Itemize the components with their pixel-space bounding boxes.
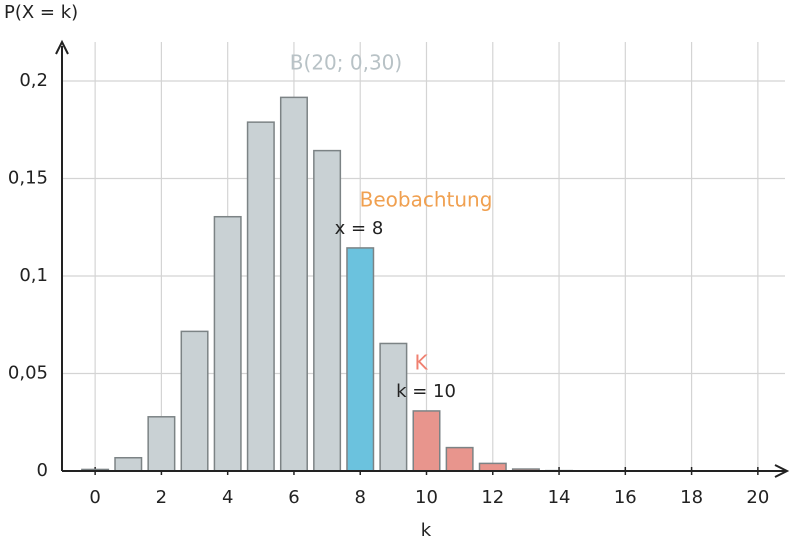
y-tick-label: 0,2 [19,70,48,91]
bar [346,247,375,472]
x-tick-label: 4 [222,487,233,508]
x-tick-label: 16 [614,487,637,508]
bar [180,330,209,472]
bar [246,121,275,472]
bar [213,215,242,472]
bar [478,462,507,472]
x-tick-label: 18 [680,487,703,508]
annotation: x = 8 [335,218,384,239]
x-tick-label: 0 [89,487,100,508]
annotation: k = 10 [396,381,456,402]
y-tick-label: 0,1 [19,265,48,286]
x-tick-label: 6 [288,487,299,508]
annotation: K [414,351,428,375]
bar [379,342,408,472]
y-tick-label: 0,05 [8,363,48,384]
bar [313,149,342,472]
bar [445,446,474,472]
x-tick-label: 10 [415,487,438,508]
chart-title: B(20; 0,30) [290,51,402,75]
bar [114,456,143,472]
x-tick-label: 14 [548,487,571,508]
x-axis-arrow [774,464,790,478]
x-tick-label: 8 [355,487,366,508]
x-tick-label: 12 [481,487,504,508]
annotation: Beobachtung [360,188,493,212]
bar [147,416,176,472]
x-axis-label: k [421,520,432,541]
y-tick-label: 0,15 [8,168,48,189]
y-tick-label: 0 [37,460,48,481]
bar [279,96,308,472]
y-axis-label: P(X = k) [4,2,78,23]
y-axis-arrow [55,39,69,55]
x-tick-label: 20 [746,487,769,508]
bar [412,410,441,472]
x-tick-label: 2 [156,487,167,508]
